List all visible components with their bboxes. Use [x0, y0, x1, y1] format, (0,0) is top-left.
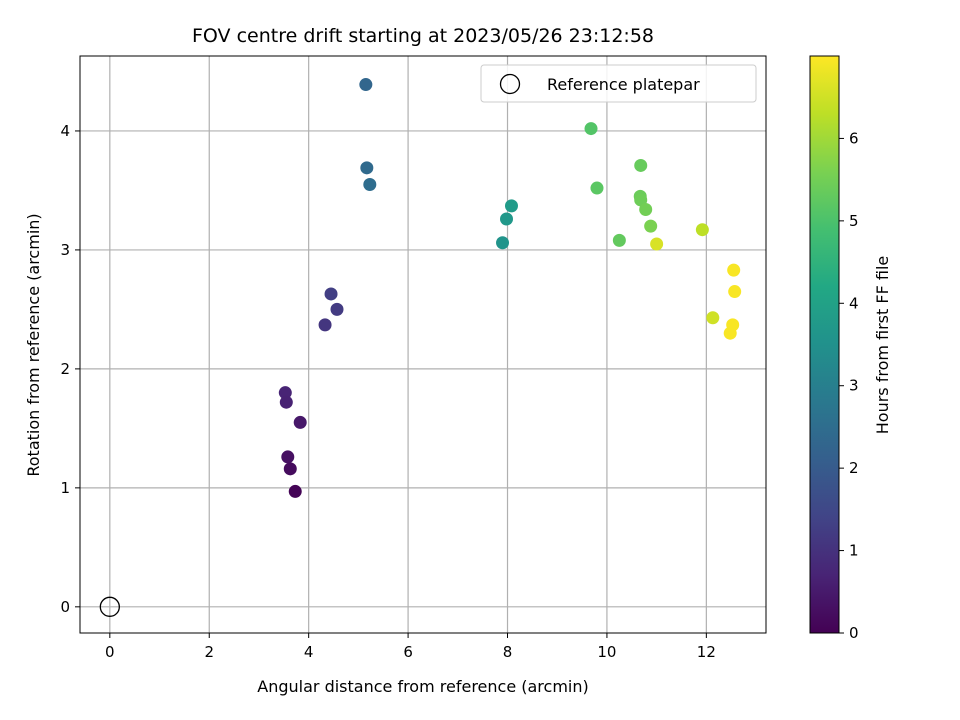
data-point	[634, 158, 648, 172]
y-axis-ticks: 0 1 2 3 4	[60, 122, 80, 616]
data-point	[324, 287, 338, 301]
chart-title: FOV centre drift starting at 2023/05/26 …	[192, 25, 654, 47]
data-point	[281, 450, 295, 464]
data-point	[293, 415, 307, 429]
x-tick-label: 8	[503, 643, 513, 661]
colorbar-tick-label: 1	[849, 542, 859, 560]
plot-frame	[79, 55, 767, 634]
data-point	[283, 462, 297, 476]
x-tick-label: 0	[105, 643, 115, 661]
x-tick-label: 10	[597, 643, 616, 661]
legend-marker	[499, 73, 521, 95]
colorbar-ticks: 0 1 2 3 4 5 6	[839, 129, 859, 642]
y-tick-label: 4	[60, 122, 70, 140]
legend: Reference platepar	[480, 64, 757, 103]
data-point	[278, 386, 292, 400]
colorbar-tick-label: 0	[849, 624, 859, 642]
data-point	[496, 236, 510, 250]
data-point	[330, 302, 344, 316]
x-tick-label: 6	[403, 643, 413, 661]
colorbar-tick-label: 6	[849, 129, 859, 147]
y-tick-label: 2	[60, 360, 70, 378]
data-points	[278, 78, 742, 498]
data-point	[500, 212, 514, 226]
colorbar-tick-label: 2	[849, 459, 859, 477]
data-point	[584, 122, 598, 136]
x-tick-label: 12	[697, 643, 716, 661]
data-point	[590, 181, 604, 195]
colorbar: 0 1 2 3 4 5 6 Hours from first FF file	[809, 55, 892, 642]
data-point	[727, 263, 741, 277]
data-point	[728, 285, 742, 299]
reference-point	[99, 596, 120, 617]
legend-box	[480, 64, 757, 103]
y-tick-label: 3	[60, 241, 70, 259]
data-point	[363, 177, 377, 191]
x-axis-label: Angular distance from reference (arcmin)	[257, 677, 588, 696]
x-tick-label: 4	[304, 643, 314, 661]
data-point	[644, 219, 658, 233]
colorbar-label: Hours from first FF file	[873, 256, 892, 435]
data-point	[726, 318, 740, 332]
legend-label: Reference platepar	[547, 75, 700, 94]
data-point	[706, 311, 720, 325]
y-axis-label: Rotation from reference (arcmin)	[24, 213, 43, 476]
data-point	[695, 223, 709, 237]
grid-lines	[80, 56, 766, 633]
data-point	[288, 484, 302, 498]
data-point	[650, 237, 664, 251]
data-point	[360, 161, 374, 175]
y-tick-label: 0	[60, 598, 70, 616]
colorbar-tick-label: 5	[849, 212, 859, 230]
data-point	[279, 395, 293, 409]
data-point	[504, 199, 518, 213]
colorbar-tick-label: 3	[849, 377, 859, 395]
data-point	[612, 233, 626, 247]
colorbar-gradient	[809, 55, 840, 634]
y-tick-label: 1	[60, 479, 70, 497]
data-point	[359, 78, 373, 92]
data-point	[639, 202, 653, 216]
colorbar-tick-label: 4	[849, 294, 859, 312]
x-axis-ticks: 0 2 4 6 8 10 12	[105, 633, 716, 661]
data-point	[318, 318, 332, 332]
x-tick-label: 2	[204, 643, 214, 661]
